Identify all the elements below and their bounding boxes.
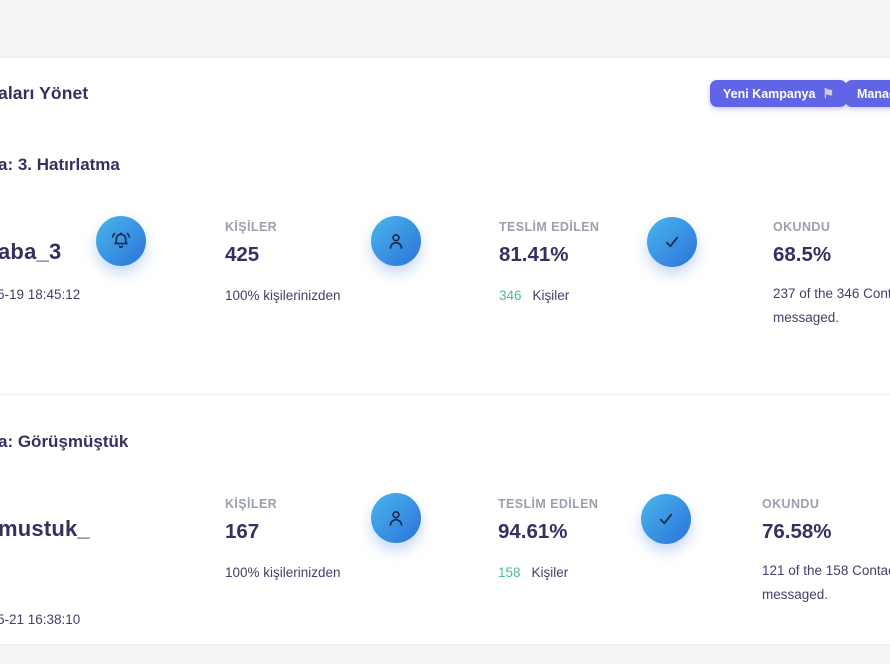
campaign-1-date: 5-19 18:45:12: [0, 287, 81, 302]
stat-read-sub-2: 121 of the 158 Contacts messaged.: [762, 563, 890, 602]
delivered-count: 346: [499, 288, 522, 303]
bell-icon-badge: [96, 216, 146, 266]
stat-read-label: OKUNDU: [773, 220, 831, 234]
stat-delivered-value: 94.61%: [498, 520, 568, 543]
stat-delivered-2: TESLİM EDİLEN 94.61%: [498, 497, 598, 544]
flag-icon: ⚑: [822, 86, 835, 101]
stat-people-sub-2: 100% kişilerinizden: [225, 565, 341, 580]
user-icon: [389, 234, 403, 249]
stat-delivered-sub-1: 346 Kişiler: [499, 288, 569, 303]
new-campaign-label: Yeni Kampanya: [723, 86, 816, 101]
delivered-count-label: Kişiler: [531, 565, 569, 580]
stat-delivered-sub-2: 158 Kişiler: [498, 565, 568, 580]
stat-people-1: KİŞİLER 425: [225, 220, 277, 267]
delivered-count: 158: [498, 565, 521, 580]
campaign-1-heading: a: 3. Hatırlatma: [0, 155, 120, 174]
bottom-band: [0, 644, 890, 664]
stat-people-label: KİŞİLER: [225, 497, 278, 511]
manage-label: Manag: [857, 86, 890, 101]
check-icon-badge-1: [647, 217, 697, 267]
top-band: [0, 0, 890, 58]
stat-delivered-label: TESLİM EDİLEN: [498, 497, 599, 511]
page-title: aları Yönet: [0, 83, 89, 103]
stat-people-value: 425: [225, 243, 260, 266]
new-campaign-button[interactable]: Yeni Kampanya ⚑: [710, 80, 848, 107]
campaign-2-heading: a: Görüşmüştük: [0, 432, 129, 451]
stat-read-value: 76.58%: [762, 520, 832, 543]
stat-delivered-value: 81.41%: [499, 243, 569, 266]
stat-people-sub-1: 100% kişilerinizden: [225, 288, 341, 303]
manage-button[interactable]: Manag: [845, 80, 890, 107]
stat-people-label: KİŞİLER: [225, 220, 278, 234]
stat-read-label: OKUNDU: [762, 497, 820, 511]
stat-read-2: OKUNDU 76.58%: [762, 497, 832, 544]
campaign-2-date: 5-21 16:38:10: [0, 612, 81, 627]
check-icon-badge-2: [641, 494, 691, 544]
campaign-2-name: mustuk_: [0, 516, 90, 541]
user-icon: [389, 511, 403, 526]
delivered-count-label: Kişiler: [532, 288, 570, 303]
user-icon-badge-1: [371, 216, 421, 266]
stat-read-value: 68.5%: [773, 243, 832, 266]
check-icon: [665, 236, 679, 248]
stat-delivered-label: TESLİM EDİLEN: [499, 220, 600, 234]
stat-read-sub-1: 237 of the 346 Contacts messaged.: [773, 286, 890, 325]
section-divider: [0, 394, 890, 395]
stat-delivered-1: TESLİM EDİLEN 81.41%: [499, 220, 599, 267]
campaign-1-name: aba_3: [0, 239, 62, 264]
stat-people-2: KİŞİLER 167: [225, 497, 277, 544]
user-icon-badge-2: [371, 493, 421, 543]
bell-icon: [111, 232, 131, 249]
stat-people-value: 167: [225, 520, 260, 543]
check-icon: [659, 513, 673, 525]
stat-read-1: OKUNDU 68.5%: [773, 220, 831, 267]
